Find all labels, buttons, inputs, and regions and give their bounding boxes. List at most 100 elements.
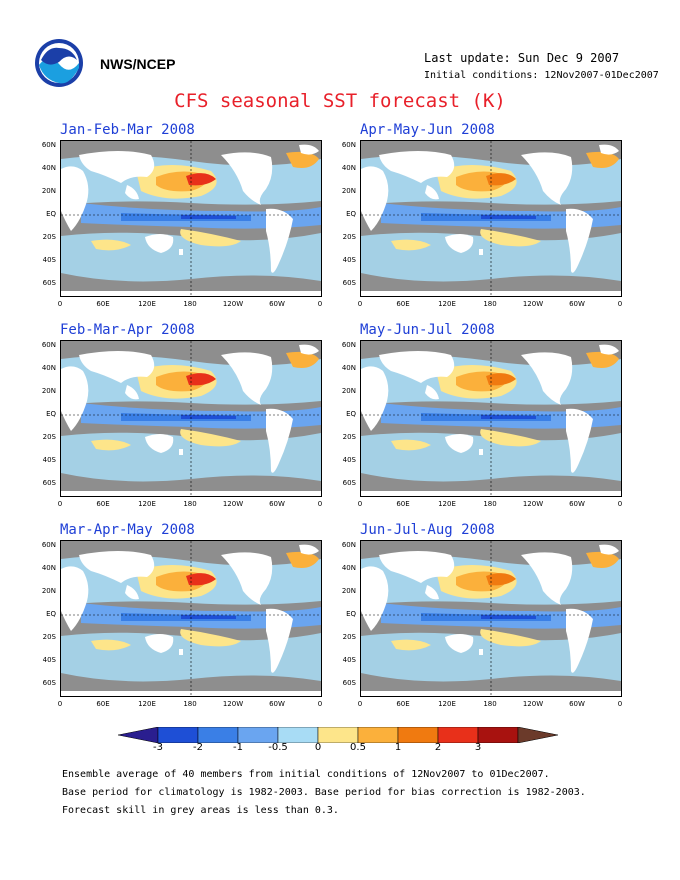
colorbar-segment <box>277 727 319 743</box>
longitude-label: 0 <box>617 700 623 708</box>
colorbar-tick-label: -2 <box>193 742 203 753</box>
sst-map-panel <box>60 140 322 297</box>
longitude-label: 0 <box>57 500 63 508</box>
colorbar-segment <box>397 727 439 743</box>
sst-map-panel <box>360 540 622 697</box>
latitude-label: 20S <box>342 433 356 441</box>
panel-title: May-Jun-Jul 2008 <box>360 322 495 338</box>
longitude-label: 120E <box>138 500 156 508</box>
latitude-label: 60N <box>341 541 356 549</box>
longitude-label: 0 <box>357 700 363 708</box>
color-scale-bar <box>118 727 558 743</box>
colorbar-segment <box>357 727 399 743</box>
sst-map-panel <box>360 340 622 497</box>
latitude-label: 40S <box>342 256 356 264</box>
longitude-label: 60E <box>96 700 110 708</box>
page-title: CFS seasonal SST forecast (K) <box>174 90 506 112</box>
latitude-label: 60N <box>41 541 56 549</box>
colorbar-segment <box>437 727 479 743</box>
latitude-label: 20S <box>42 433 56 441</box>
latitude-label: 40S <box>342 456 356 464</box>
longitude-label: 0 <box>617 500 623 508</box>
latitude-label: 20S <box>42 633 56 641</box>
latitude-label: 60S <box>342 679 356 687</box>
colorbar-segment <box>317 727 359 743</box>
agency-label: NWS/NCEP <box>100 56 176 72</box>
longitude-label: 180 <box>183 700 197 708</box>
longitude-label: 0 <box>57 300 63 308</box>
longitude-label: 120W <box>222 500 244 508</box>
latitude-label: 20N <box>41 387 56 395</box>
latitude-label: 60N <box>41 341 56 349</box>
latitude-label: EQ <box>346 610 356 618</box>
longitude-label: 60E <box>396 300 410 308</box>
latitude-label: 20N <box>341 587 356 595</box>
latitude-label: 60N <box>341 341 356 349</box>
panel-title: Apr-May-Jun 2008 <box>360 122 495 138</box>
latitude-label: 20N <box>341 387 356 395</box>
longitude-label: 0 <box>617 300 623 308</box>
latitude-label: 60N <box>341 141 356 149</box>
longitude-label: 180 <box>483 500 497 508</box>
longitude-label: 60W <box>569 300 585 308</box>
panel-title: Mar-Apr-May 2008 <box>60 522 195 538</box>
longitude-label: 0 <box>317 300 323 308</box>
longitude-label: 180 <box>183 500 197 508</box>
latitude-label: 20S <box>342 233 356 241</box>
longitude-label: 120W <box>522 300 544 308</box>
longitude-label: 180 <box>483 700 497 708</box>
colorbar-tick-label: -0.5 <box>268 742 288 753</box>
noaa-logo <box>35 39 83 87</box>
longitude-label: 60W <box>569 500 585 508</box>
longitude-label: 180 <box>183 300 197 308</box>
colorbar-segment <box>477 727 519 743</box>
colorbar-segment <box>157 727 199 743</box>
longitude-label: 120E <box>438 500 456 508</box>
longitude-label: 120E <box>438 300 456 308</box>
longitude-label: 60W <box>269 300 285 308</box>
latitude-label: EQ <box>346 410 356 418</box>
colorbar-segment <box>197 727 239 743</box>
panel-title: Feb-Mar-Apr 2008 <box>60 322 195 338</box>
footer-note: Base period for climatology is 1982-2003… <box>62 787 586 798</box>
latitude-label: 60S <box>42 279 56 287</box>
sst-map-panel <box>60 340 322 497</box>
longitude-label: 180 <box>483 300 497 308</box>
longitude-label: 120W <box>222 300 244 308</box>
latitude-label: 40S <box>342 656 356 664</box>
colorbar-tick-label: -1 <box>233 742 243 753</box>
latitude-label: EQ <box>46 610 56 618</box>
longitude-label: 60W <box>269 700 285 708</box>
colorbar-segment <box>118 727 159 743</box>
latitude-label: 40N <box>41 564 56 572</box>
latitude-label: 20S <box>42 233 56 241</box>
latitude-label: 60N <box>41 141 56 149</box>
footer-note: Forecast skill in grey areas is less tha… <box>62 805 339 816</box>
longitude-label: 0 <box>357 300 363 308</box>
latitude-label: 60S <box>342 279 356 287</box>
longitude-label: 120E <box>138 700 156 708</box>
latitude-label: 20N <box>341 187 356 195</box>
longitude-label: 0 <box>317 700 323 708</box>
colorbar-tick-label: 0.5 <box>350 742 366 753</box>
latitude-label: 60S <box>42 479 56 487</box>
latitude-label: 40N <box>341 164 356 172</box>
longitude-label: 60W <box>269 500 285 508</box>
longitude-label: 0 <box>357 500 363 508</box>
footer-note: Ensemble average of 40 members from init… <box>62 769 550 780</box>
longitude-label: 120W <box>522 500 544 508</box>
panel-title: Jan-Feb-Mar 2008 <box>60 122 195 138</box>
colorbar-tick-label: 0 <box>314 742 322 753</box>
latitude-label: 40N <box>41 164 56 172</box>
colorbar-tick-label: -3 <box>153 742 163 753</box>
latitude-label: EQ <box>46 210 56 218</box>
latitude-label: 60S <box>42 679 56 687</box>
colorbar-tick-label: 2 <box>434 742 442 753</box>
longitude-label: 120E <box>138 300 156 308</box>
longitude-label: 60E <box>396 500 410 508</box>
latitude-label: 40N <box>41 364 56 372</box>
panel-title: Jun-Jul-Aug 2008 <box>360 522 495 538</box>
latitude-label: 60S <box>342 479 356 487</box>
longitude-label: 60W <box>569 700 585 708</box>
latitude-label: EQ <box>346 210 356 218</box>
